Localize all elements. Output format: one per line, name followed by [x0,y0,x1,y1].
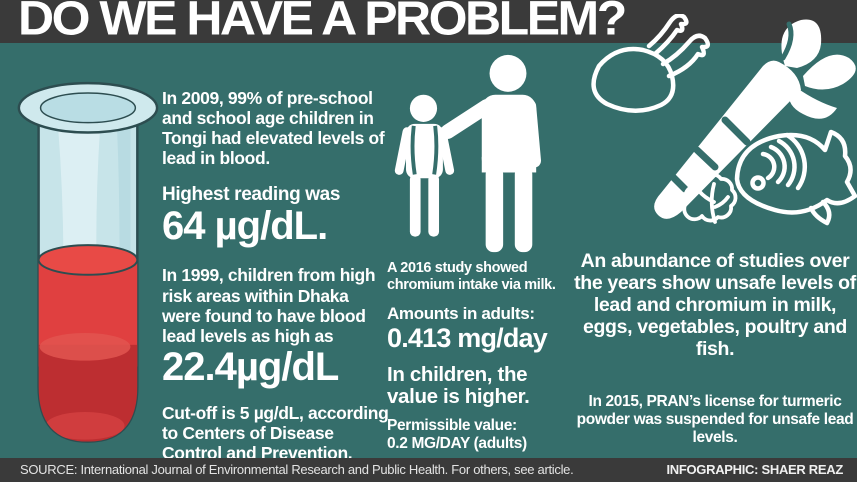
blood-lead-value: 22.4µg/dL [162,344,339,389]
header-bar: DO WE HAVE A PROBLEM? [0,0,857,43]
cutoff-paragraph: Cut-off is 5 µg/dL, according to Centers… [162,402,389,464]
highest-reading-label: Highest reading was [162,183,341,205]
credit-text: INFOGRAPHIC: SHAER REAZ [666,462,843,477]
page-title: DO WE HAVE A PROBLEM? [18,0,627,45]
fish-icon [734,129,857,226]
adults-amount-value: 0.413 mg/day [387,323,548,354]
footer-bar: SOURCE: International Journal of Environ… [0,458,857,482]
chromium-study-note: A 2016 study showed chromium intake via … [387,260,556,293]
poultry-icon [591,14,711,113]
blood-test-tube-icon [6,46,164,460]
adult-and-child-icon [386,52,562,256]
foods-svg [591,14,857,226]
studies-summary: An abundance of studies over the years s… [574,250,856,361]
lead-2009-paragraph: In 2009, 99% of pre-school and school ag… [162,88,385,169]
adults-amount-label: Amounts in adults: [387,304,535,324]
right-text-column: An abundance of studies over the years s… [574,250,856,447]
left-text-column: In 2009, 99% of pre-school and school ag… [162,88,390,463]
test-tube-svg [17,81,159,443]
children-value-note: In children, the value is higher. [387,362,530,409]
lead-1999-paragraph: In 1999, children from high risk areas w… [162,265,376,346]
lettuce-icon [682,172,738,224]
permissible-value-label: Permissible value: [387,416,517,434]
figures-svg [394,54,542,253]
food-icons-cluster [577,14,857,246]
carrot-icon [654,19,856,219]
middle-text-column: A 2016 study showed chromium intake via … [387,260,573,452]
pran-note: In 2015, PRAN’s license for turmeric pow… [576,393,854,446]
permissible-value: 0.2 MG/DAY (adults) [387,434,527,452]
source-text: SOURCE: International Journal of Environ… [20,462,574,477]
highest-reading-value: 64 µg/dL. [162,204,328,249]
